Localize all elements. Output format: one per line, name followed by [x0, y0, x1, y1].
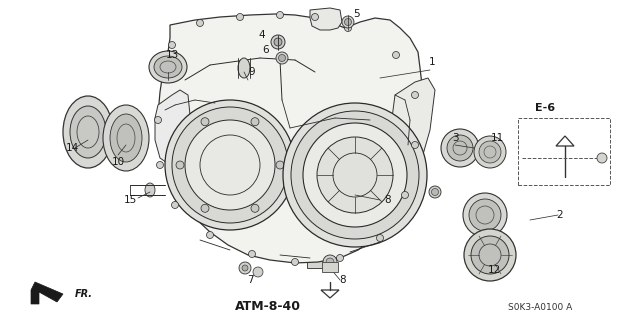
- Ellipse shape: [464, 229, 516, 281]
- Circle shape: [312, 13, 319, 20]
- Text: 3: 3: [452, 133, 458, 143]
- Circle shape: [207, 232, 214, 239]
- Circle shape: [157, 161, 163, 168]
- Polygon shape: [310, 8, 342, 30]
- Text: 6: 6: [262, 45, 269, 55]
- Circle shape: [412, 92, 419, 99]
- Ellipse shape: [447, 135, 473, 161]
- Circle shape: [342, 16, 354, 28]
- Circle shape: [253, 267, 263, 277]
- Text: 7: 7: [246, 275, 253, 285]
- Circle shape: [237, 13, 243, 20]
- Circle shape: [412, 142, 419, 149]
- Ellipse shape: [70, 106, 106, 158]
- Circle shape: [431, 189, 438, 196]
- Polygon shape: [31, 282, 63, 304]
- Text: 9: 9: [249, 67, 255, 77]
- Text: ATM-8-40: ATM-8-40: [235, 300, 301, 314]
- Text: 10: 10: [111, 157, 125, 167]
- Circle shape: [165, 100, 295, 230]
- Circle shape: [201, 118, 209, 126]
- Circle shape: [291, 111, 419, 239]
- Circle shape: [323, 255, 337, 269]
- Circle shape: [172, 202, 179, 209]
- Circle shape: [271, 35, 285, 49]
- FancyBboxPatch shape: [307, 256, 323, 268]
- Circle shape: [376, 234, 383, 241]
- Circle shape: [344, 25, 351, 32]
- Text: 8: 8: [385, 195, 391, 205]
- Text: 11: 11: [490, 133, 504, 143]
- Circle shape: [401, 191, 408, 198]
- Polygon shape: [158, 14, 422, 263]
- Circle shape: [317, 137, 393, 213]
- Circle shape: [303, 123, 407, 227]
- Circle shape: [168, 41, 175, 48]
- Ellipse shape: [238, 58, 250, 78]
- Text: S0K3-A0100 A: S0K3-A0100 A: [508, 302, 572, 311]
- Text: E-6: E-6: [535, 103, 555, 113]
- Circle shape: [392, 51, 399, 58]
- Circle shape: [326, 258, 334, 266]
- Circle shape: [291, 258, 298, 265]
- Polygon shape: [155, 90, 190, 165]
- Circle shape: [242, 265, 248, 271]
- Circle shape: [274, 38, 282, 46]
- Ellipse shape: [63, 96, 113, 168]
- Ellipse shape: [103, 105, 149, 171]
- Circle shape: [429, 186, 441, 198]
- Ellipse shape: [441, 129, 479, 167]
- FancyBboxPatch shape: [322, 262, 338, 272]
- Text: 14: 14: [65, 143, 79, 153]
- Ellipse shape: [479, 141, 501, 163]
- Ellipse shape: [463, 193, 507, 237]
- Circle shape: [251, 204, 259, 212]
- Ellipse shape: [110, 114, 142, 162]
- Circle shape: [283, 103, 427, 247]
- Ellipse shape: [471, 236, 509, 274]
- Circle shape: [176, 161, 184, 169]
- Circle shape: [201, 204, 209, 212]
- Circle shape: [344, 19, 351, 26]
- Text: FR.: FR.: [75, 289, 93, 299]
- Circle shape: [248, 250, 255, 257]
- Circle shape: [597, 153, 607, 163]
- Circle shape: [337, 255, 344, 262]
- Circle shape: [172, 107, 288, 223]
- Ellipse shape: [154, 56, 182, 78]
- Circle shape: [185, 120, 275, 210]
- Ellipse shape: [149, 51, 187, 83]
- Text: 2: 2: [557, 210, 563, 220]
- Circle shape: [276, 161, 284, 169]
- Circle shape: [196, 19, 204, 26]
- Text: 8: 8: [340, 275, 346, 285]
- Text: 4: 4: [259, 30, 266, 40]
- Text: 1: 1: [429, 57, 435, 67]
- Circle shape: [239, 262, 251, 274]
- Circle shape: [278, 55, 285, 62]
- Circle shape: [154, 116, 161, 123]
- Text: 15: 15: [124, 195, 136, 205]
- Ellipse shape: [474, 136, 506, 168]
- Ellipse shape: [469, 199, 501, 231]
- Circle shape: [276, 11, 284, 19]
- Circle shape: [251, 118, 259, 126]
- Text: 13: 13: [165, 50, 179, 60]
- Circle shape: [276, 52, 288, 64]
- Ellipse shape: [145, 183, 155, 197]
- Polygon shape: [390, 78, 435, 180]
- Text: 12: 12: [488, 265, 500, 275]
- Text: 5: 5: [353, 9, 359, 19]
